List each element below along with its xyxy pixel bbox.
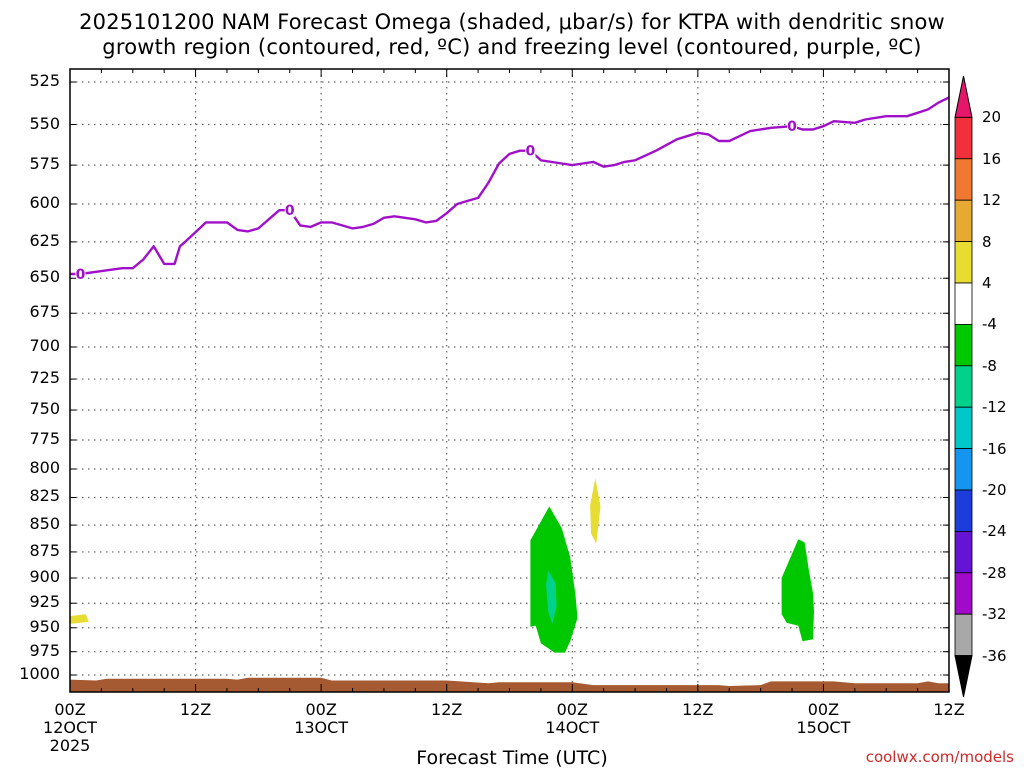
chart-title-line-2: growth region (contoured, red, ºC) and f…: [102, 35, 922, 59]
colorbar-label: -28: [982, 563, 1007, 582]
x-tick-label: 13OCT: [294, 718, 349, 737]
omega-region: [530, 506, 578, 653]
x-tick-label: 12OCT: [43, 718, 97, 737]
omega-shaded-regions: [70, 478, 814, 653]
freezing-level-label-bg: [787, 119, 798, 134]
axis-ticks: [69, 69, 950, 692]
y-tick-label: 850: [29, 514, 60, 534]
y-tick-label: 975: [29, 640, 60, 660]
y-tick-label: 875: [29, 540, 60, 560]
plot-frame: [69, 68, 950, 693]
colorbar-swatch: [954, 531, 973, 574]
y-tick-label: 575: [29, 154, 60, 174]
colorbar-label: 16: [982, 149, 1002, 168]
colorbar-label: -12: [982, 398, 1007, 417]
x-tick-label: 00Z: [54, 700, 86, 719]
colorbar-label: -20: [982, 481, 1007, 499]
y-tick-label: 1000: [19, 664, 60, 683]
colorbar-swatch: [954, 75, 973, 118]
chart-title-line-1: 2025101200 NAM Forecast Omega (shaded, μ…: [79, 10, 945, 34]
y-tick-label: 775: [29, 428, 60, 448]
y-tick-label: 525: [29, 71, 60, 90]
colorbar-swatch: [954, 117, 973, 160]
freezing-level-label: 0: [787, 119, 797, 135]
freezing-level-label: 0: [526, 144, 536, 160]
y-tick-label: 800: [29, 458, 60, 477]
colorbar-swatch: [954, 323, 973, 367]
freezing-level-series: 0 0 0 0: [70, 96, 950, 283]
colorbar-label: -36: [982, 646, 1007, 665]
y-tick-label: 625: [29, 230, 60, 250]
y-tick-label: 675: [29, 302, 60, 322]
freezing-level-label-bg: [284, 203, 295, 218]
y-tick-label: 600: [29, 193, 60, 212]
colorbar-swatch: [954, 613, 973, 657]
x-tick-label: 00Z: [556, 700, 588, 719]
colorbar-label: -16: [982, 439, 1007, 458]
omega-region: [781, 539, 814, 642]
y-tick-label: 925: [29, 592, 60, 612]
omega-region: [546, 570, 557, 624]
grid-lines: [70, 69, 949, 692]
colorbar-label: 20: [982, 108, 1002, 127]
freezing-level-label: 0: [285, 203, 295, 219]
colorbar-label: 12: [982, 191, 1002, 210]
colorbar-swatch: [954, 199, 973, 242]
freezing-level-label-bg: [75, 266, 86, 281]
x-tick-label: 00Z: [305, 700, 337, 719]
colorbar-label: -8: [982, 356, 997, 375]
colorbar-label: -4: [982, 315, 997, 334]
colorbar-label: -24: [982, 522, 1007, 541]
colorbar-swatch: [954, 365, 973, 408]
x-tick-label: 12Z: [933, 700, 965, 719]
x-axis-label: Forecast Time (UTC): [416, 747, 608, 769]
y-tick-label: 900: [29, 567, 60, 586]
colorbar-swatch: [954, 448, 973, 491]
x-tick-label: 2025: [49, 736, 91, 755]
freezing-level-label-bg: [525, 143, 536, 158]
x-tick-label: 14OCT: [545, 718, 600, 737]
y-tick-label: 700: [29, 336, 60, 355]
y-tick-label: 650: [29, 267, 60, 287]
colorbar: [954, 75, 973, 698]
x-tick-label: 00Z: [807, 700, 840, 719]
colorbar-label: 4: [982, 274, 992, 292]
y-tick-label: 950: [29, 616, 60, 636]
colorbar-swatch: [954, 406, 973, 450]
x-tick-label: 12Z: [179, 700, 212, 719]
x-tick-label: 15OCT: [796, 718, 851, 737]
colorbar-swatch: [954, 489, 973, 532]
x-tick-label: 12Z: [431, 700, 463, 719]
omega-region: [590, 478, 601, 544]
colorbar-swatch: [954, 158, 973, 201]
colorbar-swatch: [954, 572, 973, 615]
omega-region: [70, 614, 89, 624]
y-tick-label: 725: [29, 368, 60, 388]
colorbar-swatch: [954, 282, 973, 325]
y-tick-label: 825: [29, 486, 60, 506]
freezing-level-line: [70, 96, 950, 276]
colorbar-swatch: [954, 241, 973, 284]
colorbar-label: 8: [982, 232, 992, 251]
colorbar-swatch: [954, 655, 973, 698]
y-tick-label: 550: [29, 113, 60, 133]
x-tick-label: 12Z: [682, 700, 714, 719]
colorbar-label: -32: [982, 605, 1007, 624]
freezing-level-label: 0: [76, 267, 86, 283]
credit-text: coolwx.com/models: [865, 748, 1014, 766]
y-tick-label: 750: [29, 399, 60, 419]
